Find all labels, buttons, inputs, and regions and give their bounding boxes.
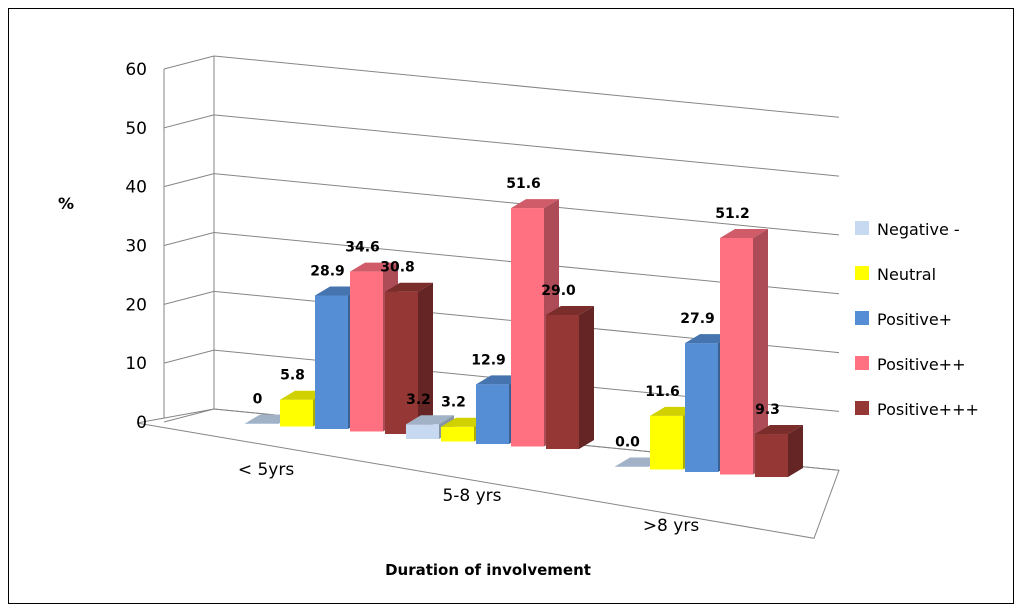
y-axis-ticks: 0 10 20 30 40 50 60 [125, 60, 147, 433]
data-label: 29.0 [541, 283, 576, 299]
x-tick-label: >8 yrs [643, 516, 700, 536]
legend: Negative - Neutral Positive+ Positive++ Posi… [855, 220, 979, 419]
data-label: 3.2 [406, 392, 431, 408]
y-tick-label: 20 [125, 295, 147, 315]
bar [755, 434, 788, 477]
legend-swatch [855, 311, 869, 325]
data-label: 0.0 [615, 435, 640, 451]
gridline [214, 115, 839, 176]
data-label: 34.6 [345, 240, 380, 256]
data-label: 51.2 [715, 206, 750, 222]
x-axis-label: Duration of involvement [385, 561, 591, 579]
legend-swatch [855, 356, 869, 370]
legend-label: Positive+++ [877, 400, 979, 419]
data-label: 30.8 [380, 260, 415, 276]
data-label: 9.3 [755, 402, 780, 418]
y-tick-label: 0 [136, 413, 147, 433]
bar [406, 424, 439, 439]
legend-label: Negative - [877, 220, 960, 239]
y-axis-label: % [58, 194, 74, 213]
bar-side [788, 425, 803, 477]
data-label: 27.9 [680, 311, 715, 327]
chart-svg: 0 10 20 30 40 50 60 0 5.8 28.934.630.8 3.2 3.2 12.9… [9, 9, 1015, 605]
bar [441, 427, 474, 442]
gridline-side [164, 350, 214, 363]
y-tick-label: 30 [125, 237, 147, 257]
gridline-side [164, 291, 214, 304]
bar [615, 467, 648, 468]
data-label: 51.6 [506, 176, 541, 192]
bar [546, 315, 579, 449]
data-label: 3.2 [441, 395, 466, 411]
data-label: 28.9 [310, 263, 345, 279]
legend-label: Positive++ [877, 355, 966, 374]
bar [476, 384, 509, 444]
legend-label: Neutral [877, 265, 936, 284]
gridline-side [164, 115, 214, 128]
data-label: 5.8 [280, 368, 305, 384]
y-tick-label: 60 [125, 60, 147, 80]
data-label: 12.9 [471, 352, 506, 368]
bar [280, 400, 313, 427]
gridline-side [164, 233, 214, 246]
bar [245, 424, 278, 425]
legend-swatch [855, 401, 869, 415]
x-tick-label: 5-8 yrs [442, 486, 501, 506]
gridline [214, 56, 839, 117]
legend-swatch [855, 221, 869, 235]
bar [685, 343, 718, 472]
y-tick-label: 40 [125, 178, 147, 198]
bar-side [418, 283, 433, 434]
legend-label: Positive+ [877, 310, 952, 329]
bar-side [579, 306, 594, 449]
gridline-side [164, 56, 214, 69]
legend-swatch [855, 266, 869, 280]
gridline-side [164, 174, 214, 187]
bar [315, 295, 348, 429]
y-tick-label: 50 [125, 119, 147, 139]
bar [720, 238, 753, 475]
bar [511, 208, 544, 446]
bar [385, 292, 418, 434]
y-tick-label: 10 [125, 354, 147, 374]
bar [650, 416, 683, 470]
data-label: 0 [253, 392, 263, 408]
data-label: 11.6 [645, 384, 680, 400]
chart-frame: 0 10 20 30 40 50 60 0 5.8 28.9 34.6 30.8 3.2 3.2 12.9… [8, 8, 1014, 604]
bar [350, 272, 383, 432]
x-tick-label: < 5yrs [238, 460, 295, 480]
